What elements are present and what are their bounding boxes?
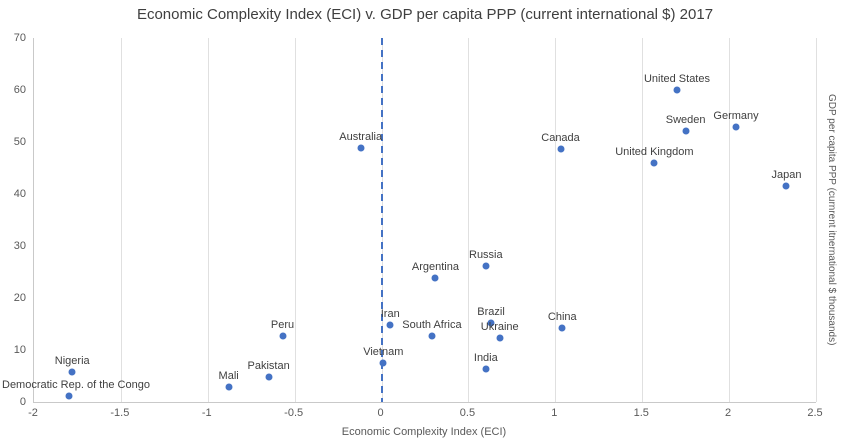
data-point-label: Pakistan [247, 360, 290, 373]
data-point[interactable] [558, 324, 566, 332]
data-point[interactable] [379, 359, 387, 367]
data-point[interactable] [357, 144, 365, 152]
gridline [294, 38, 296, 402]
data-point-label: China [547, 311, 577, 324]
data-point-label: Mali [218, 370, 239, 383]
data-point[interactable] [265, 373, 273, 381]
x-tick-label: -1 [201, 407, 212, 419]
data-point[interactable] [386, 321, 394, 329]
gridline [555, 38, 557, 402]
chart-title: Economic Complexity Index (ECI) v. GDP p… [136, 6, 714, 23]
data-point-label: Iran [380, 308, 400, 321]
x-tick-label: 1.5 [633, 407, 649, 419]
x-tick-label: 0 [377, 407, 384, 419]
data-point[interactable] [557, 145, 565, 153]
data-point-label: Russia [469, 248, 503, 261]
gridline [642, 38, 644, 402]
data-point[interactable] [650, 159, 658, 167]
y-tick-label: 30 [13, 240, 26, 252]
data-point[interactable] [487, 319, 495, 327]
y-tick-label: 60 [13, 84, 26, 96]
gridline [729, 38, 731, 402]
data-point[interactable] [682, 127, 690, 135]
x-tick-label: 0.5 [459, 407, 476, 419]
data-point[interactable] [496, 334, 504, 342]
data-point-label: Democratic Rep. of the Congo [2, 378, 150, 391]
y-axis-title-right: GDP per capita PPP (curnrent itnernation… [826, 94, 837, 346]
gridline [207, 38, 209, 402]
x-tick-label: 1 [551, 407, 558, 419]
data-point-label: Argentina [411, 261, 459, 274]
reference-dashed-line [380, 38, 383, 402]
y-tick-label: 10 [13, 344, 26, 356]
plot-area: Democratic Rep. of the Congo Nigeria Mali P… [2, 38, 817, 403]
y-tick-label: 70 [13, 32, 26, 44]
data-point[interactable] [225, 383, 233, 391]
data-point-label: Nigeria [54, 354, 90, 367]
x-tick-label: -2 [28, 407, 38, 419]
data-point[interactable] [782, 182, 790, 190]
data-point-label: Vietnam [363, 346, 404, 358]
data-point-label: Sweden [665, 114, 706, 127]
data-point[interactable] [428, 332, 436, 340]
data-point[interactable] [732, 123, 740, 131]
data-point[interactable] [673, 86, 681, 94]
data-point-label: South Africa [402, 318, 462, 331]
x-tick-label: 2.5 [807, 407, 823, 419]
data-point-label: Peru [270, 318, 295, 331]
data-point-label: Australia [339, 131, 383, 144]
y-tick-label: 50 [13, 136, 26, 148]
x-tick-label: -1.5 [110, 407, 130, 419]
data-point-label: Germany [713, 109, 759, 122]
gridline [120, 38, 122, 402]
data-point-label: India [473, 351, 498, 364]
data-point[interactable] [279, 332, 286, 340]
data-point-label: United States [643, 73, 710, 85]
gridline [816, 38, 817, 402]
data-point[interactable] [431, 274, 439, 282]
data-point-label: Japan [771, 169, 802, 182]
data-point[interactable] [482, 262, 490, 270]
data-point[interactable] [482, 365, 490, 373]
data-point-label: Ukraine [480, 321, 519, 334]
data-point-label: Canada [541, 132, 580, 145]
y-tick-label: 0 [19, 396, 26, 408]
data-point-label: United Kingdom [615, 145, 694, 158]
y-tick-label: 40 [13, 188, 26, 200]
x-axis-title: Economic Complexity Index (ECI) [341, 426, 507, 438]
data-point[interactable] [68, 368, 76, 376]
x-tick-label: -0.5 [284, 407, 304, 419]
x-tick-label: 2 [725, 407, 732, 419]
data-point[interactable] [65, 392, 73, 400]
y-tick-label: 20 [13, 292, 26, 304]
gridline [468, 38, 470, 402]
data-point-label: Brazil [477, 305, 505, 318]
